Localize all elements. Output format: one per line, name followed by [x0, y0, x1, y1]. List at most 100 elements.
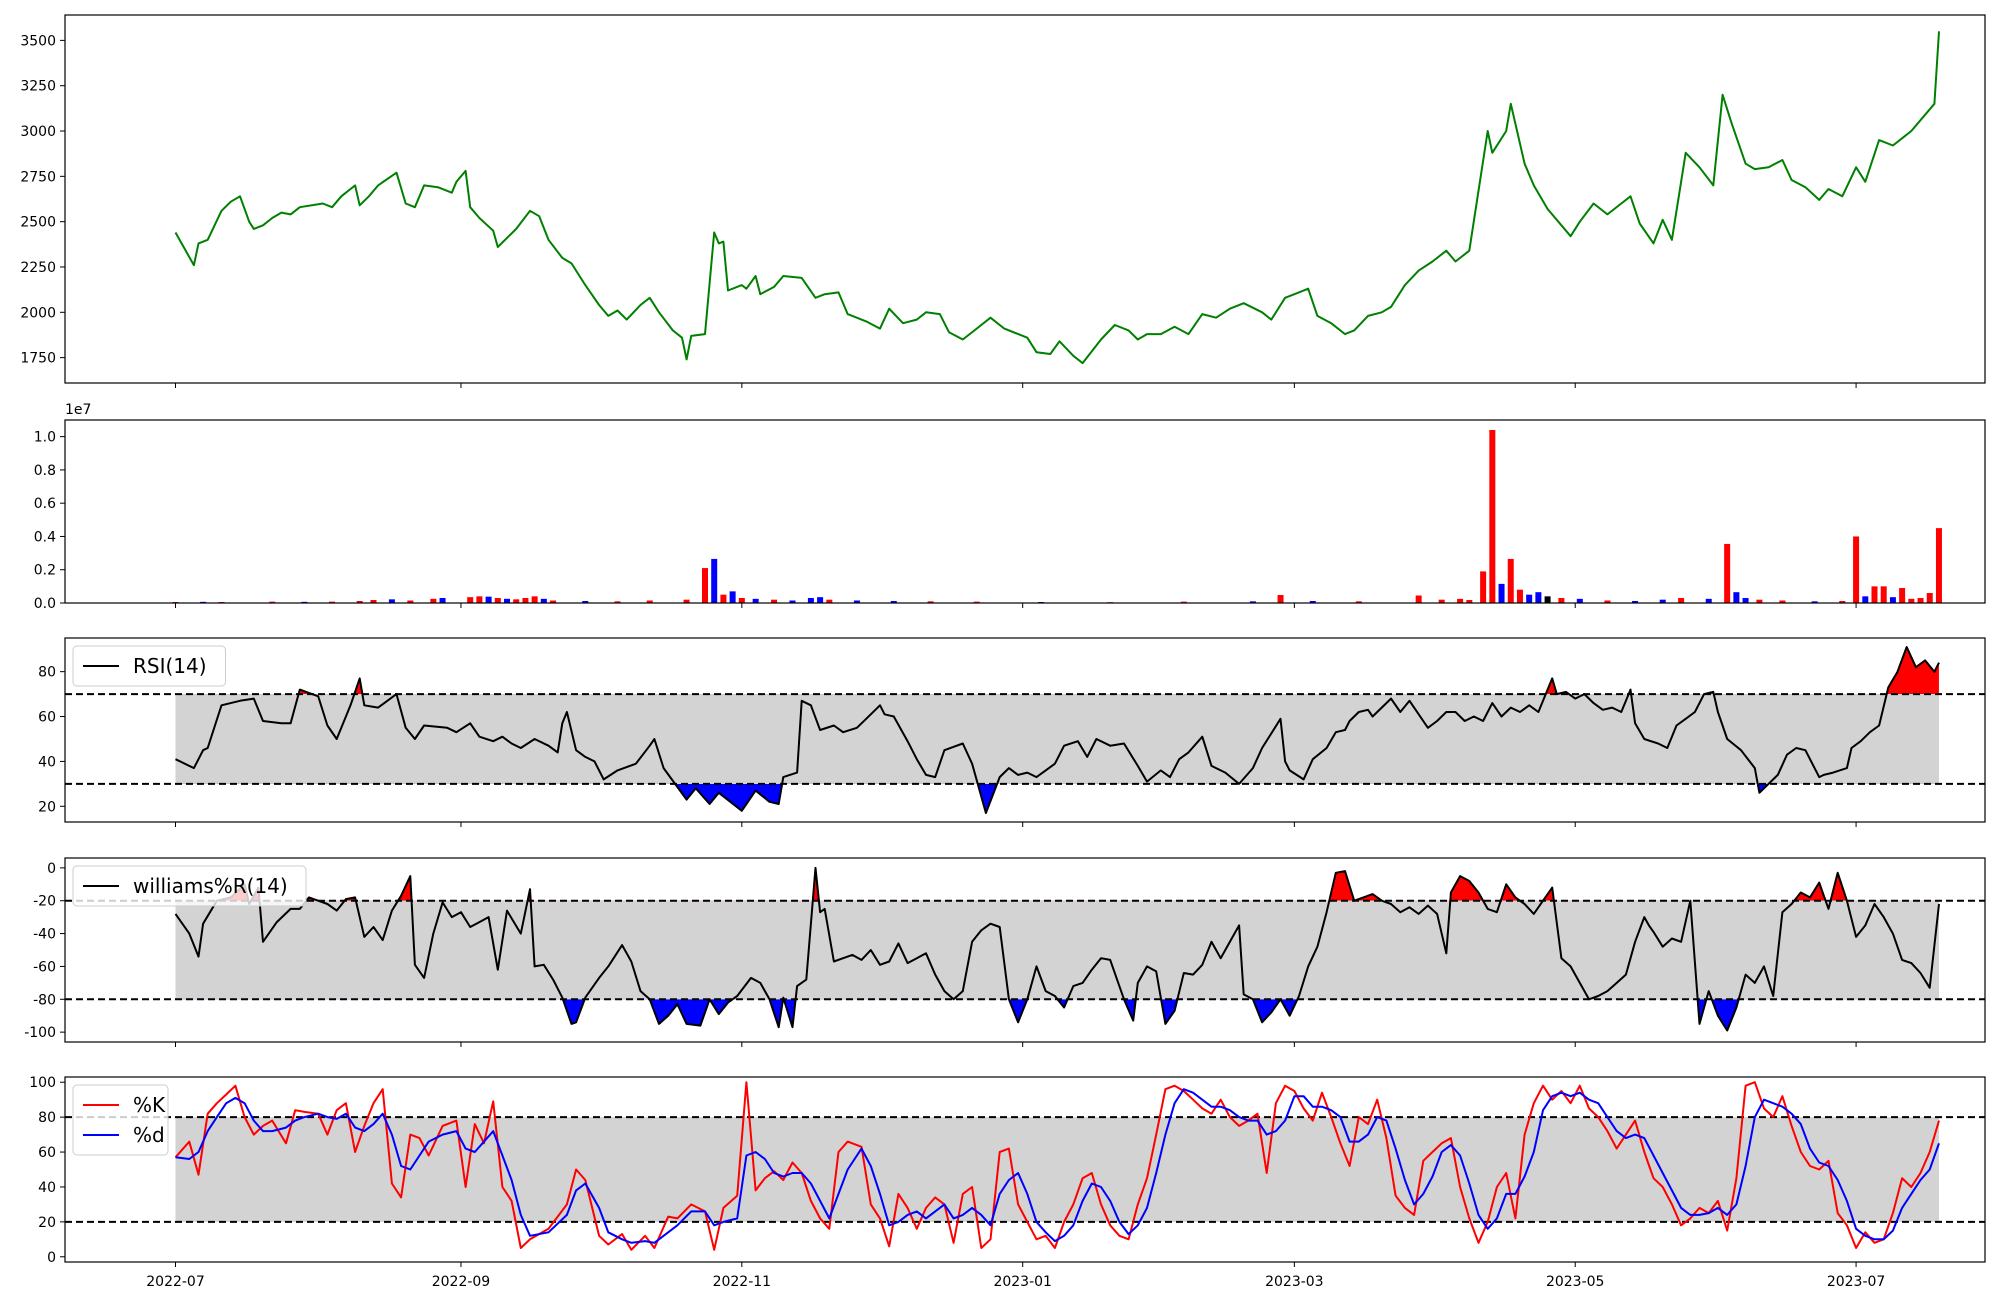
- price-line: [174, 31, 1940, 365]
- volume-bar: [752, 598, 759, 603]
- legend: RSI(14): [72, 645, 226, 687]
- volume-bar: [1415, 595, 1422, 603]
- y-tick-label: 3000: [20, 124, 56, 140]
- y-tick-label: 20: [38, 1215, 56, 1231]
- volume-bar: [1705, 598, 1712, 603]
- volume-bar: [494, 598, 501, 603]
- volume-bar: [1498, 583, 1505, 603]
- rsi-panel: 20 40 60 80 RSI(14): [38, 637, 1986, 827]
- y-tick-label: 0.6: [34, 496, 56, 512]
- y-tick-label: 2750: [20, 169, 56, 185]
- neutral-band: [175, 694, 1939, 784]
- y-tick-label: 1750: [20, 351, 56, 367]
- volume-bar: [1889, 597, 1896, 603]
- y-tick-label: 3500: [20, 33, 56, 49]
- y-tick-label: 2500: [20, 215, 56, 231]
- volume-bar: [531, 596, 538, 603]
- volume-bar: [1466, 600, 1473, 603]
- x-tick-label: 2022-11: [713, 1274, 772, 1290]
- volume-bar: [1544, 596, 1551, 603]
- y-tick-label: 80: [38, 665, 56, 681]
- y-tick-label: 60: [38, 710, 56, 726]
- volume-bar: [1180, 601, 1187, 603]
- neutral-band: [175, 1117, 1939, 1222]
- volume-bar: [729, 591, 736, 603]
- x-tick-label: 2023-03: [1265, 1274, 1324, 1290]
- volume-bar: [1489, 429, 1496, 603]
- x-tick-label: 2023-01: [993, 1274, 1052, 1290]
- volume-panel: 0.0 0.2 0.4 0.6 0.8 1.0 1e7: [34, 402, 1986, 612]
- y-tick-label: -80: [33, 992, 56, 1008]
- rsi-14--line: [175, 646, 1940, 814]
- y-tick-label: 0: [47, 861, 56, 877]
- price-panel: 1750 2000 2250 2500 2750 3000 3250 3500: [20, 14, 1986, 388]
- volume-bar: [1908, 598, 1915, 603]
- neutral-band: [175, 900, 1939, 1000]
- axes-frame: [64, 419, 1986, 604]
- y-tick-label: 20: [38, 799, 56, 815]
- y-tick-label: 0: [47, 1250, 56, 1266]
- -d-line: [175, 1088, 1940, 1244]
- y-tick-label: 2000: [20, 305, 56, 321]
- y-tick-label: -20: [33, 894, 56, 910]
- volume-bar: [1535, 592, 1542, 603]
- y-tick-label: 1.0: [34, 430, 56, 446]
- y-tick-label: 80: [38, 1110, 56, 1126]
- volume-bar: [646, 600, 653, 603]
- volume-bar: [771, 599, 778, 603]
- volume-bar: [1926, 593, 1933, 603]
- volume-bar: [826, 599, 833, 603]
- volume-bar: [1355, 601, 1362, 603]
- volume-bar: [356, 601, 363, 603]
- volume-bar: [1853, 536, 1860, 603]
- x-tick-label: 2022-09: [432, 1274, 491, 1290]
- axes-frame: [64, 14, 1986, 384]
- volume-bar: [720, 594, 727, 603]
- volume-bar: [476, 596, 483, 603]
- axes-frame: [64, 637, 1986, 823]
- y-tick-label: 3250: [20, 79, 56, 95]
- volume-bar: [388, 599, 395, 603]
- legend-label: %K: [133, 1093, 166, 1117]
- legend-label: RSI(14): [133, 654, 207, 678]
- volume-bar: [430, 598, 437, 603]
- y-tick-label: 40: [38, 1180, 56, 1196]
- volume-bar: [1871, 586, 1878, 603]
- volume-bar: [711, 558, 718, 603]
- volume-bar: [407, 600, 414, 603]
- legend-label: williams%R(14): [133, 874, 288, 898]
- volume-bar: [582, 601, 589, 603]
- volume-bar: [1438, 599, 1445, 603]
- volume-bar: [1935, 528, 1942, 603]
- volume-bar: [1480, 571, 1487, 603]
- stochastic-panel: 0 20 40 60 80 100 %K %d: [29, 1075, 1986, 1267]
- volume-bar: [467, 597, 474, 603]
- volume-bar: [973, 601, 980, 603]
- volume-bar: [890, 601, 897, 603]
- y-tick-label: 2250: [20, 260, 56, 276]
- volume-bar: [439, 598, 446, 603]
- legend: %K %d: [72, 1084, 169, 1156]
- y-tick-label: 0.0: [34, 596, 56, 612]
- y-tick-label: 100: [29, 1075, 56, 1091]
- volume-bar: [927, 601, 934, 603]
- y-tick-label: 60: [38, 1145, 56, 1161]
- y-tick-label: -100: [24, 1025, 56, 1041]
- volume-bar: [1507, 558, 1514, 603]
- volume-bar: [269, 601, 276, 603]
- volume-bar: [1249, 601, 1256, 603]
- volume-bar: [1756, 599, 1763, 603]
- x-tick-label: 2023-07: [1827, 1274, 1886, 1290]
- volume-bar: [1604, 600, 1611, 603]
- volume-bar: [738, 598, 745, 603]
- volume-bar: [807, 598, 814, 603]
- volume-bar: [1811, 601, 1818, 603]
- y-tick-label: 0.2: [34, 563, 56, 579]
- volume-bar: [540, 598, 547, 603]
- legend-label: %d: [133, 1123, 165, 1147]
- -k-line: [174, 1081, 1940, 1251]
- volume-bar: [1862, 596, 1869, 603]
- volume-bar: [1678, 598, 1685, 603]
- volume-bar: [1880, 586, 1887, 603]
